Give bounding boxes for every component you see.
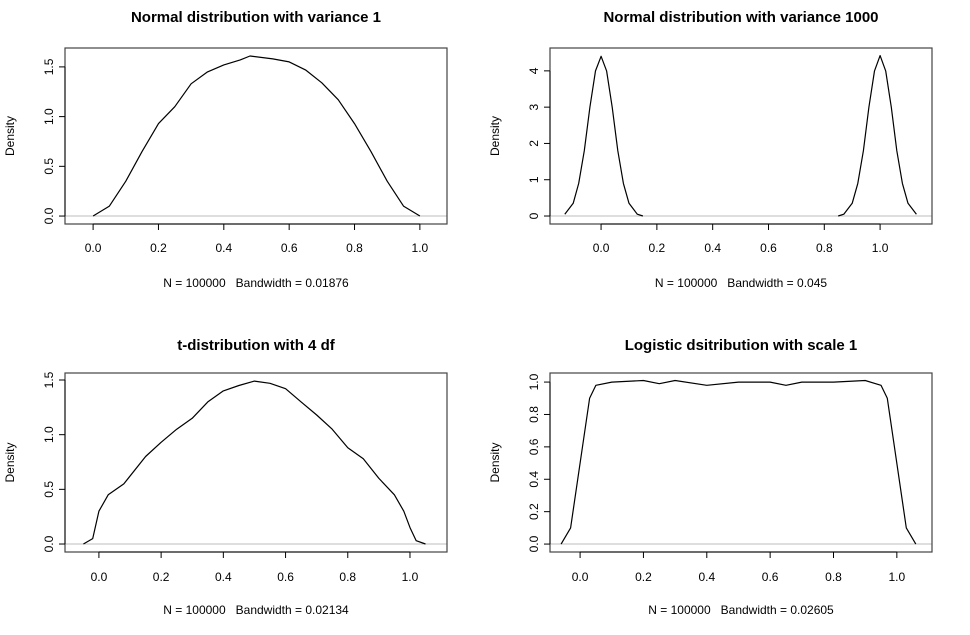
y-tick-label: 1.0	[42, 108, 56, 125]
x-tick-label: 0.4	[215, 570, 232, 584]
y-tick-label: 1.5	[42, 371, 56, 388]
density-curve-2	[838, 55, 917, 217]
x-tick-label: 0.2	[153, 570, 170, 584]
x-tick-label: 1.0	[412, 241, 429, 255]
y-axis-label: Density	[488, 442, 502, 482]
x-tick-label: 0.6	[760, 241, 777, 255]
x-tick-label: 0.4	[704, 241, 721, 255]
x-tick-label: 0.2	[649, 241, 666, 255]
panel-3: t-distribution with 4 df 0.0 0.2 0.4 0.6 0.8 1…	[3, 337, 448, 617]
x-tick-label: 0.8	[816, 241, 833, 255]
y-tick-label: 1.0	[527, 373, 541, 390]
plot-frame	[549, 372, 933, 553]
x-tick-label: 1.0	[402, 570, 419, 584]
x-tick-label: 0.2	[635, 570, 652, 584]
x-tick-label: 0.8	[346, 241, 363, 255]
panel-1: Normal distribution with variance 1 0.0 0.…	[3, 9, 448, 290]
x-axis-label: N = 100000 Bandwidth = 0.045	[655, 276, 827, 290]
x-tick-label: 0.0	[593, 241, 610, 255]
chart-title: Normal distribution with variance 1	[131, 9, 381, 26]
x-tick-label: 0.0	[572, 570, 589, 584]
x-tick-label: 0.4	[698, 570, 715, 584]
x-axis-label: N = 100000 Bandwidth = 0.02134	[163, 603, 349, 617]
y-axis-label: Density	[3, 442, 17, 482]
y-tick-label: 0.4	[527, 471, 541, 488]
y-tick-label: 0.6	[527, 438, 541, 455]
density-curve-1	[564, 55, 644, 217]
y-tick-label: 2	[527, 140, 541, 147]
x-tick-label: 0.6	[762, 570, 779, 584]
x-tick-label: 0.6	[277, 570, 294, 584]
density-curve	[83, 380, 426, 545]
chart-title: t-distribution with 4 df	[177, 337, 335, 354]
plot-frame	[64, 47, 448, 225]
y-tick-label: 0	[527, 212, 541, 219]
y-tick-label: 0.0	[527, 535, 541, 552]
y-tick-label: 1.0	[42, 426, 56, 443]
y-tick-label: 1.5	[42, 58, 56, 75]
x-tick-label: 0.8	[825, 570, 842, 584]
density-curve	[560, 379, 917, 545]
x-tick-label: 1.0	[872, 241, 889, 255]
y-tick-label: 0.5	[42, 158, 56, 175]
y-tick-label: 0.0	[42, 535, 56, 552]
density-curve	[92, 55, 421, 217]
x-tick-label: 0.4	[215, 241, 232, 255]
y-tick-label: 0.5	[42, 481, 56, 498]
y-axis-label: Density	[3, 116, 17, 156]
x-tick-label: 0.8	[339, 570, 356, 584]
y-tick-label: 3	[527, 103, 541, 110]
y-tick-label: 4	[527, 67, 541, 74]
chart-title: Normal distribution with variance 1000	[603, 9, 878, 26]
x-tick-label: 0.2	[150, 241, 167, 255]
y-tick-label: 1	[527, 176, 541, 183]
chart-title: Logistic dsitribution with scale 1	[625, 337, 858, 354]
panel-2: Normal distribution with variance 1000 0.…	[488, 9, 933, 290]
plot-frame	[64, 372, 448, 553]
y-tick-label: 0.2	[527, 503, 541, 520]
x-tick-label: 0.0	[91, 570, 108, 584]
y-axis-label: Density	[488, 116, 502, 156]
y-tick-label: 0.8	[527, 406, 541, 423]
panel-4: Logistic dsitribution with scale 1 0.0 0.2…	[488, 337, 933, 617]
x-tick-label: 0.6	[281, 241, 298, 255]
x-axis-label: N = 100000 Bandwidth = 0.02605	[648, 603, 834, 617]
y-tick-label: 0.0	[42, 207, 56, 224]
x-tick-label: 0.0	[85, 241, 102, 255]
x-tick-label: 1.0	[888, 570, 905, 584]
x-axis-label: N = 100000 Bandwidth = 0.01876	[163, 276, 349, 290]
